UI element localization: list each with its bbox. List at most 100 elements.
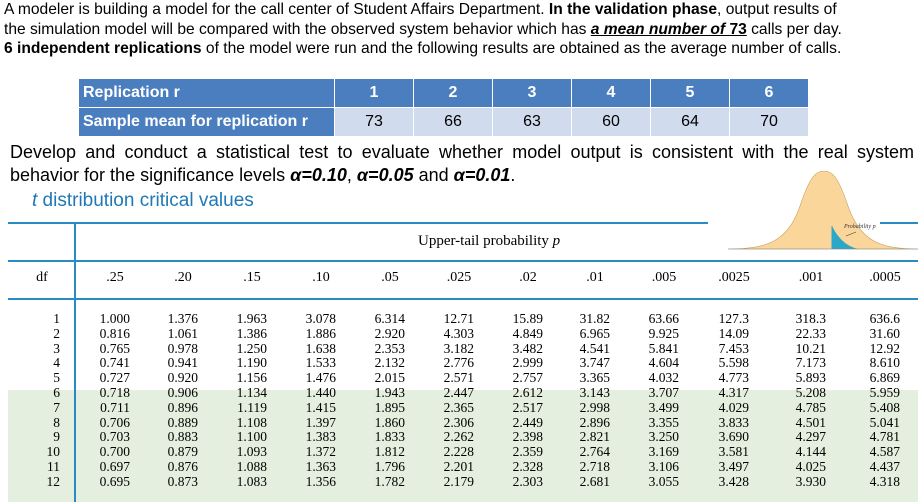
column-header-p: .02 xyxy=(519,270,537,285)
critical-value-cell: 7.173 xyxy=(795,355,826,371)
intro-line-2: the simulation model will be compared wi… xyxy=(4,20,842,38)
critical-value-cell: 1.833 xyxy=(374,429,405,445)
critical-value-cell: 2.449 xyxy=(512,414,543,430)
critical-value-cell: 4.781 xyxy=(869,429,900,445)
critical-value-cell: 0.697 xyxy=(99,459,130,474)
critical-value-cell: 0.816 xyxy=(99,325,130,341)
critical-value-cell: 318.3 xyxy=(795,311,826,326)
critical-value-cell: 2.353 xyxy=(374,340,405,356)
critical-value-cell: 2.757 xyxy=(512,370,543,386)
critical-value-cell: 1.119 xyxy=(237,399,267,415)
column-header-p: .025 xyxy=(446,270,472,285)
column-header-p: .05 xyxy=(381,270,399,285)
critical-value-cell: 2.776 xyxy=(443,355,474,371)
df-header: df xyxy=(36,270,48,285)
critical-value-cell: 3.182 xyxy=(443,340,474,356)
critical-value-cell: 1.356 xyxy=(305,473,336,489)
replication-number: 6 xyxy=(729,79,809,108)
critical-value-cell: 5.893 xyxy=(795,370,826,386)
critical-value-cell: 0.920 xyxy=(167,370,198,386)
column-header-p: .20 xyxy=(174,270,192,285)
critical-value-cell: 4.144 xyxy=(795,444,826,460)
critical-value-cell: 2.303 xyxy=(512,473,543,489)
intro-line-1: A modeler is building a model for the ca… xyxy=(4,1,837,18)
upper-tail-area xyxy=(832,226,858,249)
replication-header-label: Replication r xyxy=(79,79,335,108)
column-header-p: .005 xyxy=(651,270,677,285)
df-value: 12 xyxy=(46,473,61,489)
critical-value-cell: 5.598 xyxy=(718,355,749,371)
column-header-p: .25 xyxy=(106,270,124,285)
critical-value-cell: 12.92 xyxy=(869,340,900,356)
critical-value-cell: 3.930 xyxy=(795,473,826,489)
critical-value-cell: 4.541 xyxy=(579,340,610,356)
upper-tail-probability-label: Upper-tail probability p xyxy=(418,233,561,249)
critical-value-cell: 3.078 xyxy=(305,311,336,326)
critical-value-cell: 1.156 xyxy=(236,370,267,386)
task-statement: Develop and conduct a statistical test t… xyxy=(10,142,914,185)
critical-value-cell: 127.3 xyxy=(718,311,749,326)
df-value: 1 xyxy=(53,311,60,326)
critical-value-cell: 1.533 xyxy=(305,355,336,371)
critical-value-cell: 2.571 xyxy=(443,370,474,386)
sample-mean-value: 66 xyxy=(413,107,493,136)
critical-value-cell: 3.747 xyxy=(579,355,610,371)
critical-value-cell: 1.812 xyxy=(374,444,405,460)
critical-value-cell: 2.612 xyxy=(512,385,543,400)
critical-value-cell: 0.896 xyxy=(167,399,198,415)
critical-value-cell: 2.398 xyxy=(512,429,543,445)
critical-value-cell: 4.025 xyxy=(795,459,826,474)
replication-number: 3 xyxy=(492,79,572,108)
critical-value-cell: 2.920 xyxy=(374,325,405,341)
critical-value-cell: 1.963 xyxy=(236,311,267,326)
critical-value-cell: 0.741 xyxy=(99,355,130,371)
column-header-p: .10 xyxy=(312,270,330,285)
critical-value-cell: 5.959 xyxy=(869,385,900,400)
critical-value-cell: 0.727 xyxy=(99,370,130,386)
critical-value-cell: 14.09 xyxy=(718,325,749,341)
df-value: 4 xyxy=(53,355,60,371)
critical-value-cell: 2.365 xyxy=(443,399,474,415)
critical-value-cell: 6.965 xyxy=(579,325,610,341)
critical-value-cell: 2.328 xyxy=(512,459,543,474)
sample-mean-value: 60 xyxy=(571,107,651,136)
critical-value-cell: 2.201 xyxy=(443,459,474,474)
column-header-p: .0005 xyxy=(869,270,901,285)
critical-value-cell: 3.581 xyxy=(718,444,749,460)
critical-value-cell: 2.998 xyxy=(579,399,610,415)
column-header-rule xyxy=(8,298,918,300)
critical-value-cell: 9.925 xyxy=(648,325,679,341)
critical-value-cell: 1.860 xyxy=(374,414,405,430)
critical-value-cell: 3.365 xyxy=(579,370,610,386)
sample-mean-value: 64 xyxy=(650,107,730,136)
critical-value-cell: 1.415 xyxy=(305,399,336,415)
critical-value-cell: 1.386 xyxy=(236,325,267,341)
critical-value-cell: 2.896 xyxy=(579,414,610,430)
critical-value-cell: 1.083 xyxy=(236,473,267,489)
critical-value-cell: 7.453 xyxy=(718,340,749,356)
critical-value-cell: 1.134 xyxy=(236,385,267,400)
critical-value-cell: 0.703 xyxy=(99,429,130,445)
critical-value-cell: 0.700 xyxy=(99,444,130,460)
critical-value-cell: 1.190 xyxy=(236,355,267,371)
critical-value-cell: 3.169 xyxy=(648,444,679,460)
replication-number: 5 xyxy=(650,79,730,108)
column-header-p: .01 xyxy=(586,270,604,285)
critical-value-cell: 3.355 xyxy=(648,414,679,430)
critical-value-cell: 1.363 xyxy=(305,459,336,474)
critical-value-cell: 4.587 xyxy=(869,444,900,460)
column-header-p: .15 xyxy=(243,270,261,285)
table-top-rule-right xyxy=(880,222,918,224)
critical-value-cell: 1.383 xyxy=(305,429,336,445)
critical-value-cell: 3.250 xyxy=(648,429,679,445)
critical-value-cell: 3.707 xyxy=(648,385,679,400)
df-value: 5 xyxy=(53,370,60,386)
replication-header-row: Replication r 1 2 3 4 5 6 xyxy=(79,79,809,108)
df-value: 3 xyxy=(53,340,60,356)
df-value: 6 xyxy=(53,385,60,400)
arrow-icon xyxy=(845,231,857,237)
problem-intro: A modeler is building a model for the ca… xyxy=(4,0,920,59)
critical-value-cell: 63.66 xyxy=(648,311,679,326)
critical-value-cell: 5.041 xyxy=(869,414,900,430)
critical-value-cell: 4.032 xyxy=(648,370,679,386)
